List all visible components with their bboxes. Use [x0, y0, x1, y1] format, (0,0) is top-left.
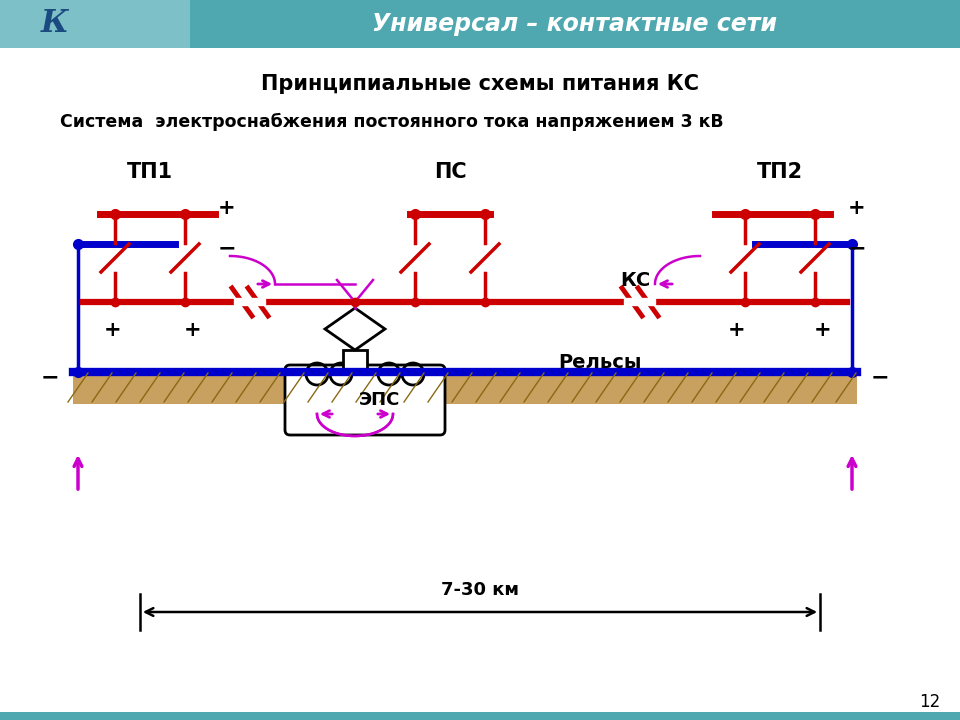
- Bar: [73, 372, 857, 404]
- Text: К: К: [41, 9, 69, 40]
- Text: +: +: [729, 320, 746, 340]
- Bar: [0, 0, 960, 48]
- Text: ЭПС: ЭПС: [359, 391, 400, 409]
- Text: Принципиальные схемы питания КС: Принципиальные схемы питания КС: [261, 74, 699, 94]
- Text: ТП2: ТП2: [756, 162, 804, 182]
- Text: −: −: [871, 367, 889, 387]
- FancyBboxPatch shape: [285, 365, 445, 435]
- Text: ПС: ПС: [434, 162, 467, 182]
- Text: −: −: [40, 367, 60, 387]
- Text: Система  электроснабжения постоянного тока напряжением 3 кВ: Система электроснабжения постоянного ток…: [60, 113, 724, 131]
- Bar: [0, 0, 190, 48]
- Text: +: +: [849, 198, 866, 218]
- Bar: [343, 350, 367, 370]
- Text: +: +: [814, 320, 831, 340]
- Text: ТП1: ТП1: [127, 162, 173, 182]
- Text: +: +: [218, 198, 236, 218]
- Bar: [0, 712, 960, 720]
- Text: +: +: [184, 320, 202, 340]
- Text: −: −: [218, 238, 236, 258]
- Text: +: +: [105, 320, 122, 340]
- Text: 12: 12: [920, 693, 941, 711]
- Text: 7-30 км: 7-30 км: [441, 581, 519, 599]
- Text: Универсал – контактные сети: Универсал – контактные сети: [372, 12, 778, 36]
- Text: КС: КС: [620, 271, 650, 289]
- Text: −: −: [848, 238, 866, 258]
- Text: Рельсы: Рельсы: [559, 353, 641, 372]
